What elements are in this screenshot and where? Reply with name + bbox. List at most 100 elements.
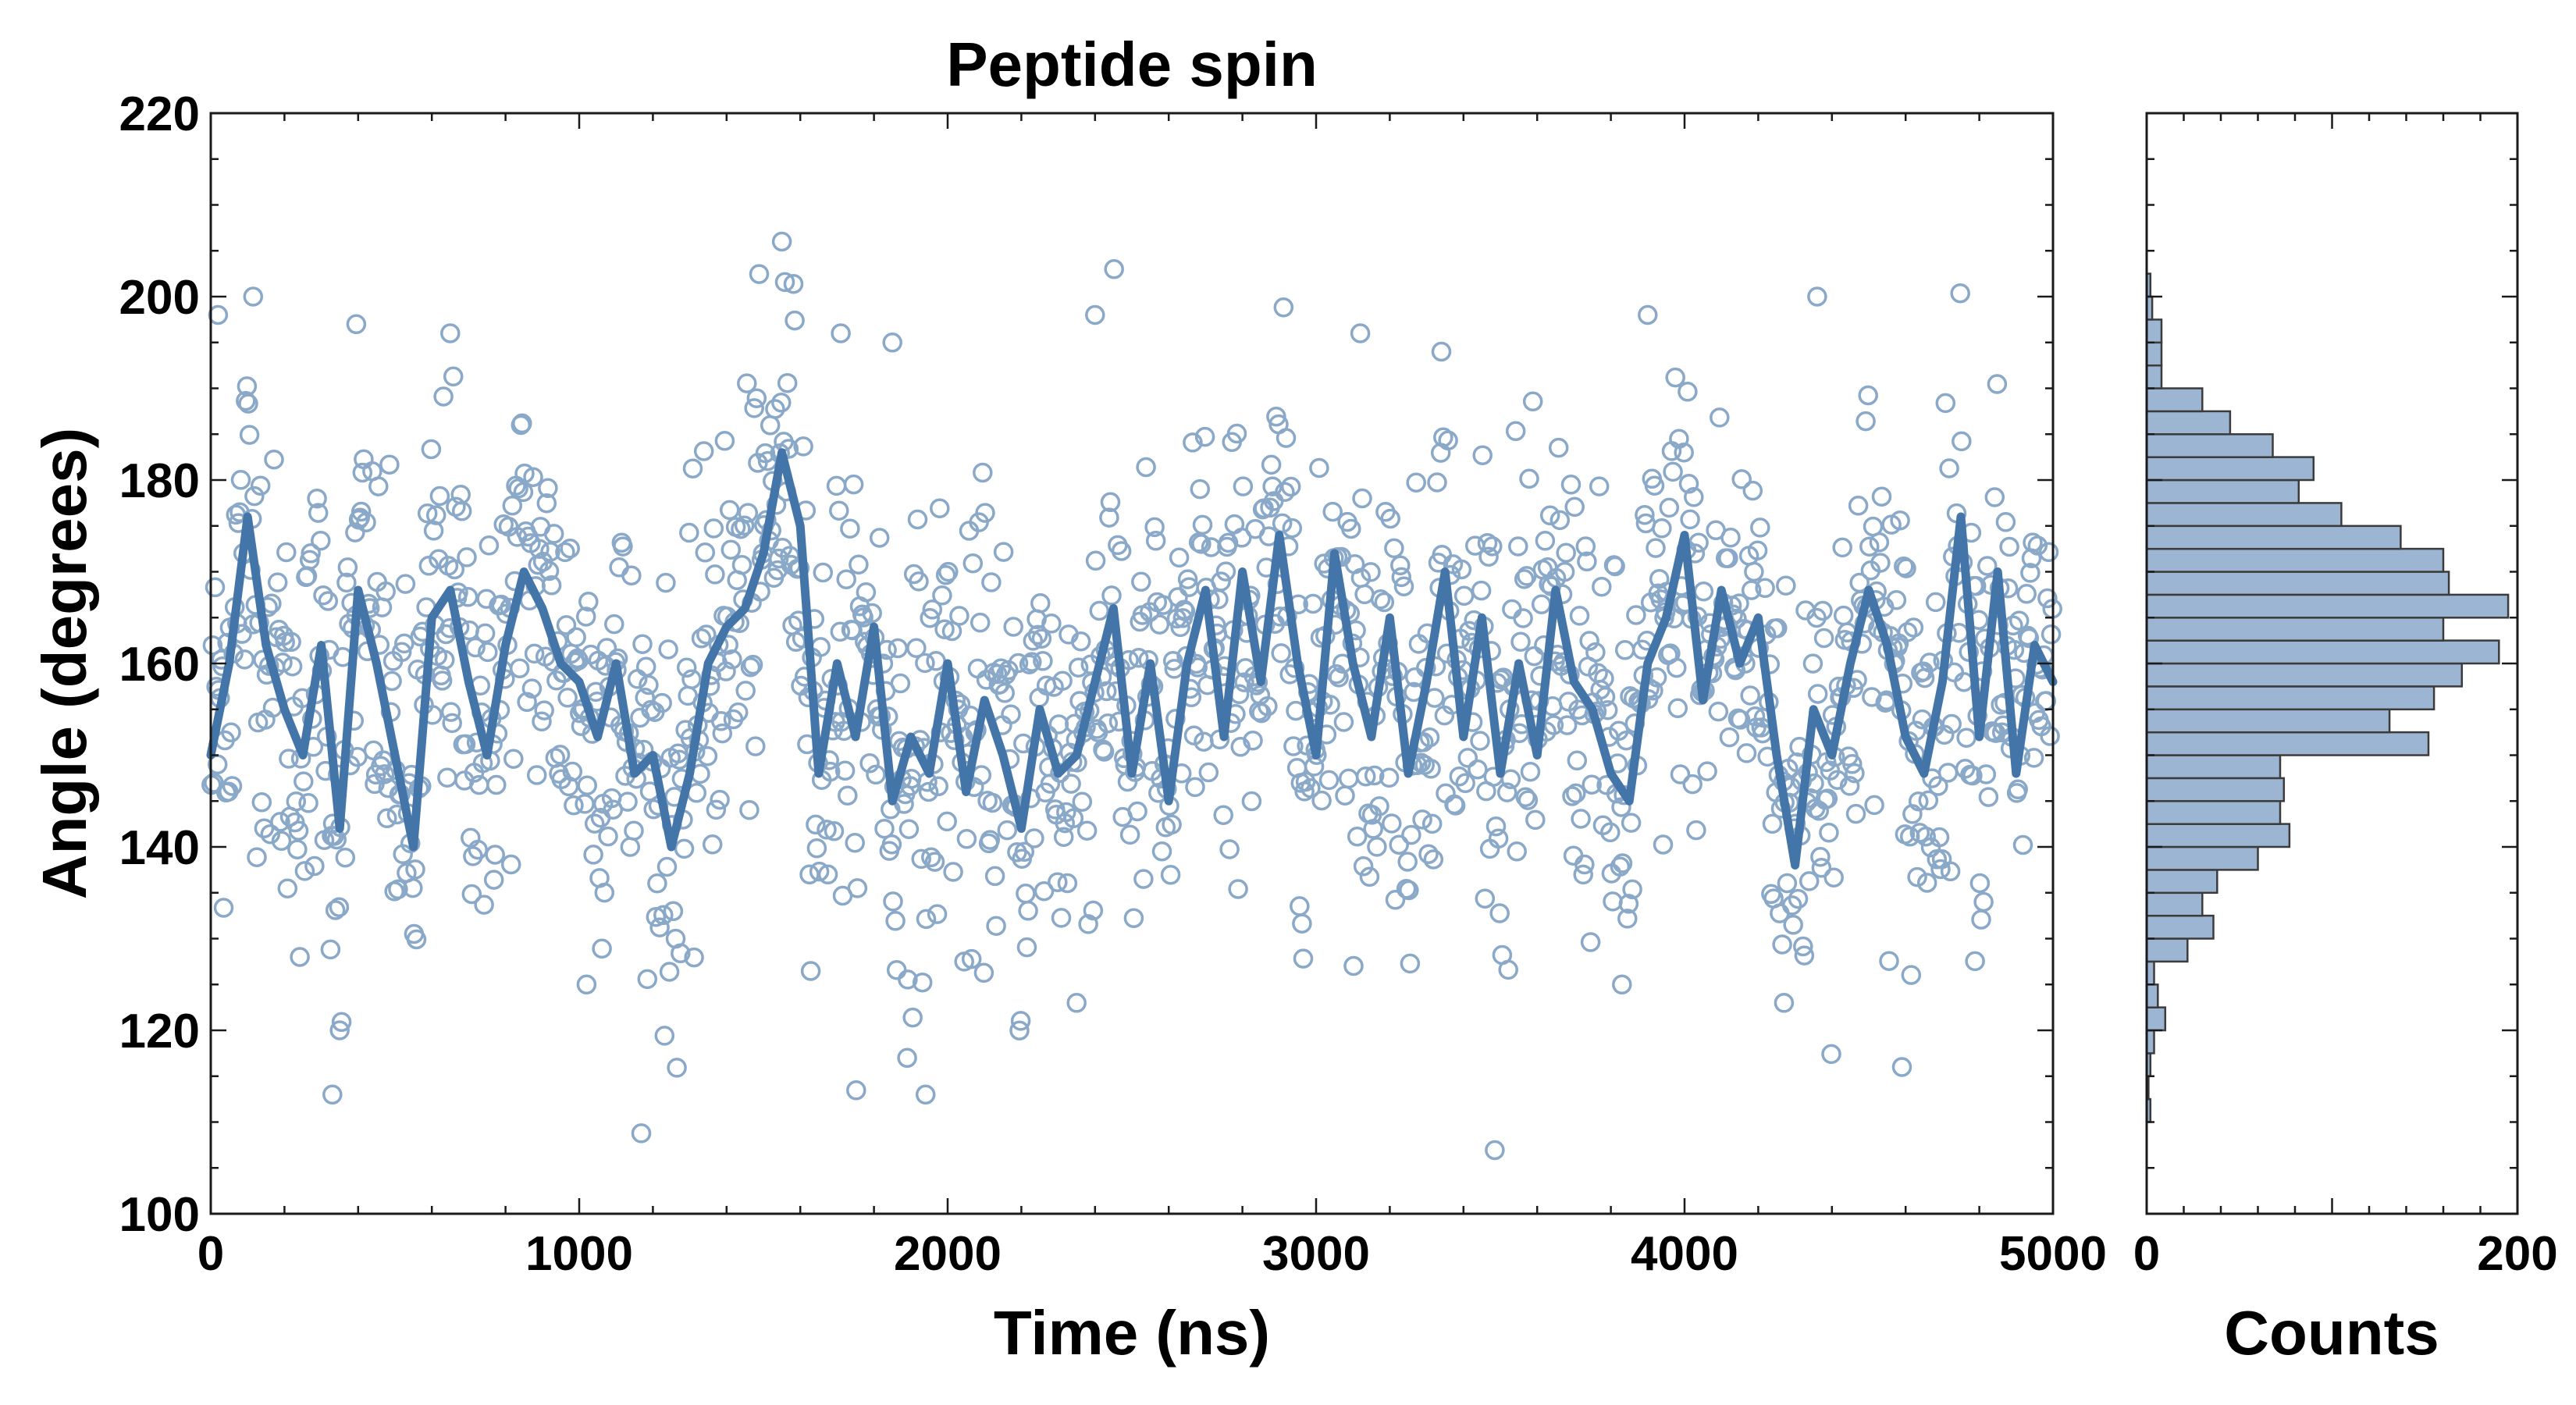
scatter-point	[771, 393, 792, 413]
scatter-point	[1962, 765, 1983, 786]
scatter-point	[1219, 839, 1240, 859]
scatter-point	[1557, 715, 1578, 735]
scatter-point	[221, 722, 241, 743]
scatter-point	[1070, 631, 1091, 652]
histogram-bar	[2145, 891, 2204, 917]
running-average-group	[206, 448, 2058, 870]
scatter-point	[1823, 867, 1844, 887]
scatter-point	[874, 818, 895, 839]
scatter-point	[294, 861, 315, 881]
scatter-point	[898, 969, 918, 990]
scatter-point	[1848, 496, 1869, 516]
scatter-point	[250, 475, 271, 496]
scatter-point	[503, 749, 524, 769]
scatter-point	[800, 961, 821, 981]
scatter-point	[1579, 631, 1599, 651]
scatter-point	[1003, 617, 1023, 637]
scatter-point	[674, 838, 695, 859]
scatter-point	[1574, 854, 1595, 875]
y-tick-label: 180	[119, 454, 200, 508]
scatter-point	[1575, 536, 1596, 557]
scatter-point	[809, 861, 830, 882]
y-tick-label: 100	[119, 1188, 200, 1242]
scatter-point	[1543, 715, 1564, 735]
scatter-point	[1100, 492, 1121, 513]
scatter-point	[2038, 542, 2059, 563]
scatter-point	[935, 564, 956, 585]
scatter-point	[1783, 915, 1803, 935]
scatter-point	[1198, 762, 1219, 783]
scatter-point	[1777, 873, 1798, 894]
scatter-point	[1228, 879, 1248, 899]
y-axis-label: Angle (degrees)	[30, 428, 99, 900]
scatter-point	[356, 512, 376, 532]
scatter-point	[632, 634, 653, 654]
scatter-point	[1659, 497, 1680, 518]
scatter-point	[1667, 657, 1687, 678]
scatter-point	[654, 1026, 675, 1046]
scatter-point	[1788, 888, 1809, 909]
scatter-point	[777, 372, 798, 393]
scatter-point	[1374, 592, 1395, 613]
scatter-point	[806, 814, 826, 835]
scatter-point	[1710, 407, 1730, 428]
scatter-point	[658, 639, 678, 660]
scatter-point	[982, 792, 1003, 813]
scatter-point	[1896, 558, 1916, 578]
scatter-point	[1566, 783, 1586, 804]
scatter-point	[1162, 814, 1182, 835]
scatter-point	[1033, 651, 1053, 671]
scatter-point	[1776, 575, 1796, 596]
scatter-point	[882, 333, 902, 353]
scatter-point	[1644, 475, 1665, 496]
scatter-point	[906, 638, 927, 658]
scatter-point	[1827, 770, 1848, 790]
scatter-point	[1507, 841, 1527, 862]
scatter-point	[1747, 540, 1768, 560]
scatter-point	[377, 808, 397, 829]
scatter-point	[1802, 653, 1823, 674]
scatter-point	[1741, 580, 1762, 600]
scatter-point	[1929, 827, 1950, 848]
running-average-line	[206, 448, 2058, 870]
scatter-point	[1455, 773, 1475, 794]
scatter-point	[898, 819, 920, 839]
scatter-point	[1554, 561, 1575, 582]
scatter-point	[635, 687, 655, 708]
scatter-point	[1119, 824, 1140, 845]
scatter-point	[1016, 884, 1036, 904]
scatter-point	[1384, 538, 1404, 559]
scatter-point	[1470, 731, 1490, 751]
scatter-point	[1670, 764, 1691, 784]
scatter-point	[290, 947, 310, 967]
scatter-point	[1793, 936, 1813, 957]
scatter-point	[461, 884, 482, 905]
scatter-point	[918, 781, 939, 802]
scatter-point	[1010, 1011, 1031, 1031]
scatter-point	[1421, 813, 1443, 834]
scatter-point	[1956, 727, 1976, 748]
scatter-point	[1539, 505, 1560, 526]
scatter-point	[512, 413, 532, 434]
scatter-point	[738, 503, 759, 523]
scatter-point	[288, 820, 309, 841]
scatter-point	[1859, 536, 1880, 557]
scatter-point	[1520, 761, 1541, 782]
scatter-point	[1393, 576, 1414, 596]
scatter-point	[739, 799, 760, 820]
scatter-point	[1009, 1020, 1030, 1040]
scatter-point	[1502, 599, 1522, 620]
scatter-point	[1280, 476, 1301, 497]
scatter-point	[1027, 624, 1048, 646]
scatter-point	[967, 658, 988, 679]
scatter-point	[1697, 761, 1717, 781]
scatter-point	[2023, 748, 2044, 768]
y-tick-label: 220	[119, 87, 200, 141]
scatter-point	[760, 415, 781, 436]
scatter-point	[1211, 571, 1231, 592]
histogram-bar	[2145, 754, 2282, 780]
scatter-point	[1421, 759, 1441, 779]
scatter-point	[742, 654, 763, 675]
scatter-point	[1175, 601, 1196, 621]
histogram-tick-labels: 0 200	[2133, 1227, 2558, 1281]
